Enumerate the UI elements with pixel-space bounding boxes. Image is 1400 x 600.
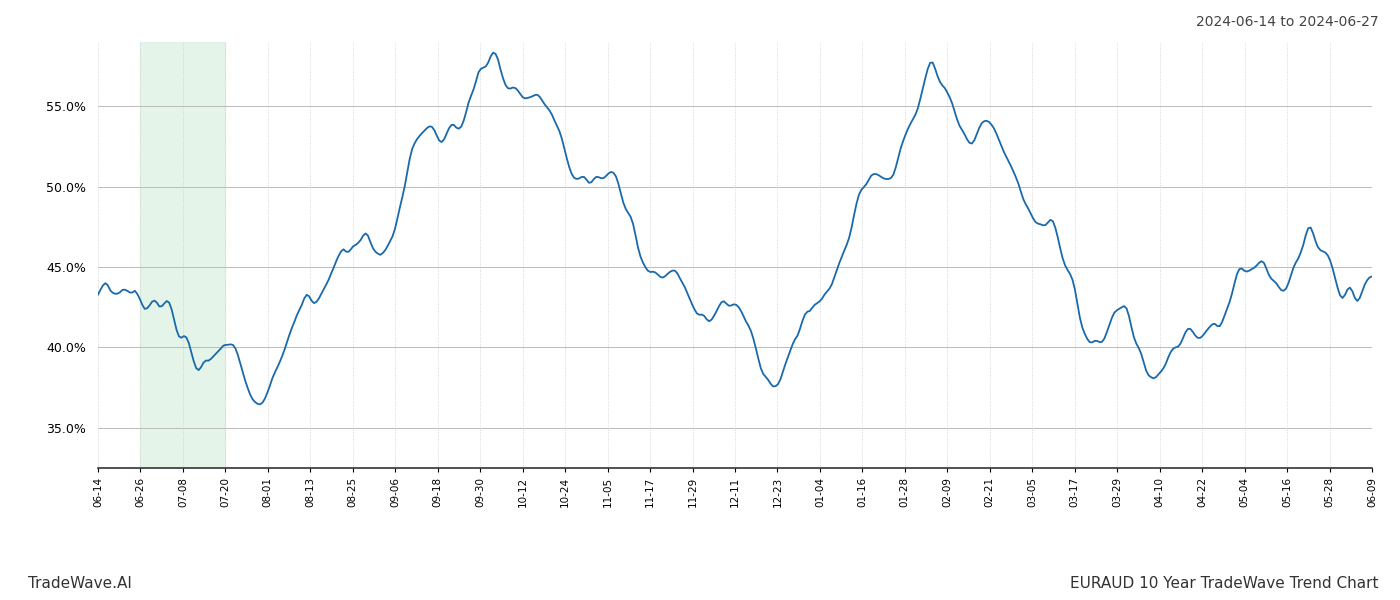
Text: 2024-06-14 to 2024-06-27: 2024-06-14 to 2024-06-27: [1197, 15, 1379, 29]
Text: EURAUD 10 Year TradeWave Trend Chart: EURAUD 10 Year TradeWave Trend Chart: [1071, 576, 1379, 591]
Text: TradeWave.AI: TradeWave.AI: [28, 576, 132, 591]
Bar: [140, 42, 225, 468]
